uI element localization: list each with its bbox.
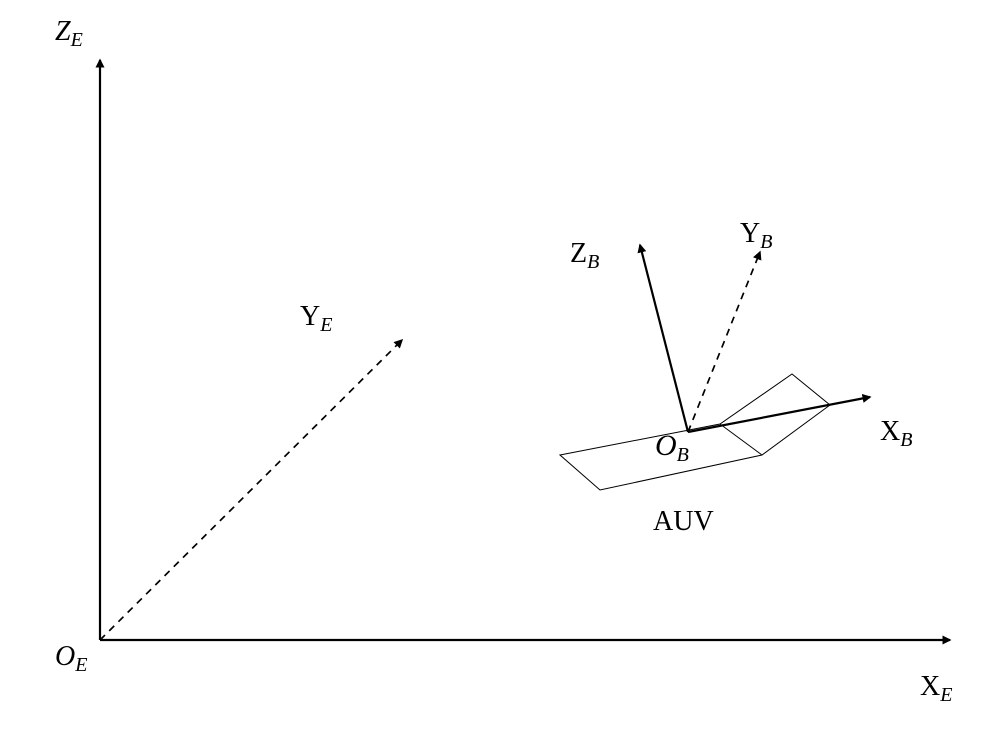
auv-outline [560, 374, 830, 490]
ye-axis [100, 340, 402, 640]
ye-axis-label: YE [300, 301, 332, 336]
ze-axis-label: ZE [55, 16, 83, 51]
auv-body: AUV [560, 374, 830, 537]
earth-frame: ZE XE YE OE [55, 16, 952, 706]
coordinate-frames-diagram: ZE XE YE OE AUV ZB YB XB OB [0, 0, 1000, 731]
body-frame: ZB YB XB OB [570, 218, 912, 466]
zb-axis-label: ZB [570, 238, 599, 273]
ob-origin-label: OB [655, 429, 689, 466]
auv-label: AUV [653, 506, 714, 537]
oe-origin-label: OE [55, 641, 87, 676]
yb-axis [688, 252, 760, 432]
zb-axis [640, 245, 688, 432]
xb-axis-label: XB [880, 416, 912, 451]
auv-inner-edge [720, 424, 762, 455]
xe-axis-label: XE [920, 671, 952, 706]
xb-axis [688, 397, 870, 432]
yb-axis-label: YB [740, 218, 772, 253]
